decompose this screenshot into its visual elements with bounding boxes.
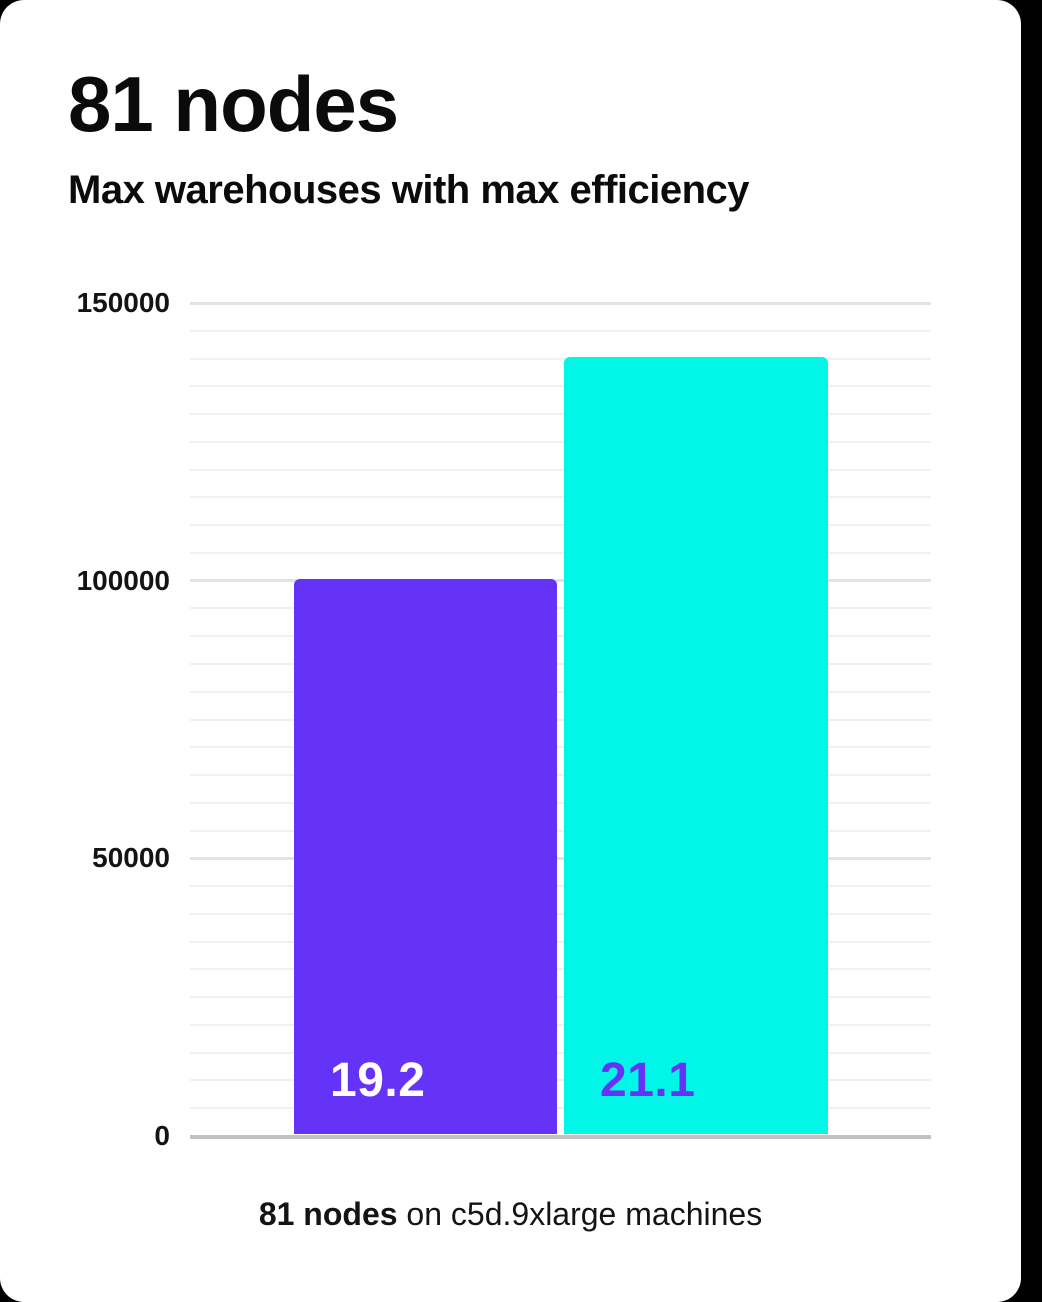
chart-caption: 81 nodes on c5d.9xlarge machines	[0, 1196, 1021, 1233]
minor-gridline	[190, 718, 931, 721]
minor-gridline	[190, 440, 931, 443]
minor-gridline	[190, 468, 931, 471]
y-axis-tick-label: 0	[154, 1120, 170, 1151]
minor-gridline	[190, 996, 931, 999]
page-subtitle: Max warehouses with max efficiency	[68, 168, 750, 212]
minor-gridline	[190, 1107, 931, 1110]
minor-gridline	[190, 635, 931, 638]
page-title: 81 nodes	[68, 60, 399, 148]
major-gridline	[190, 301, 931, 305]
caption-regular-text: on c5d.9xlarge machines	[397, 1196, 763, 1232]
minor-gridline	[190, 329, 931, 332]
minor-gridline	[190, 940, 931, 943]
minor-gridline	[190, 496, 931, 499]
minor-gridline	[190, 774, 931, 777]
bar-19.2: 19.2	[294, 578, 557, 1134]
bar-21.1: 21.1	[564, 356, 828, 1134]
minor-gridline	[190, 1051, 931, 1054]
minor-gridline	[190, 1023, 931, 1026]
minor-gridline	[190, 746, 931, 749]
minor-gridline	[190, 607, 931, 610]
y-axis-tick-label: 100000	[76, 564, 170, 596]
minor-gridline	[190, 690, 931, 693]
bar-value-label: 21.1	[600, 1053, 696, 1107]
minor-gridline	[190, 662, 931, 665]
minor-gridline	[190, 524, 931, 527]
x-axis-baseline	[190, 1135, 931, 1139]
minor-gridline	[190, 1079, 931, 1082]
bar-value-label: 19.2	[330, 1053, 426, 1107]
minor-gridline	[190, 968, 931, 971]
bar-chart: 0 50000 100000 150000 19.2 21.1	[76, 287, 931, 1151]
minor-gridline	[190, 801, 931, 804]
major-gridline	[190, 579, 931, 583]
y-axis-tick-label: 150000	[76, 287, 170, 318]
minor-gridline	[190, 912, 931, 915]
y-axis-tick-label: 50000	[92, 842, 170, 874]
chart-card: 81 nodes Max warehouses with max efficie…	[0, 0, 1021, 1302]
minor-gridline	[190, 385, 931, 388]
minor-gridline	[190, 885, 931, 888]
minor-gridline	[190, 357, 931, 360]
minor-gridline	[190, 413, 931, 416]
minor-gridline	[190, 829, 931, 832]
major-gridline	[190, 856, 931, 860]
caption-bold-text: 81 nodes	[258, 1196, 398, 1232]
minor-gridline	[190, 551, 931, 554]
